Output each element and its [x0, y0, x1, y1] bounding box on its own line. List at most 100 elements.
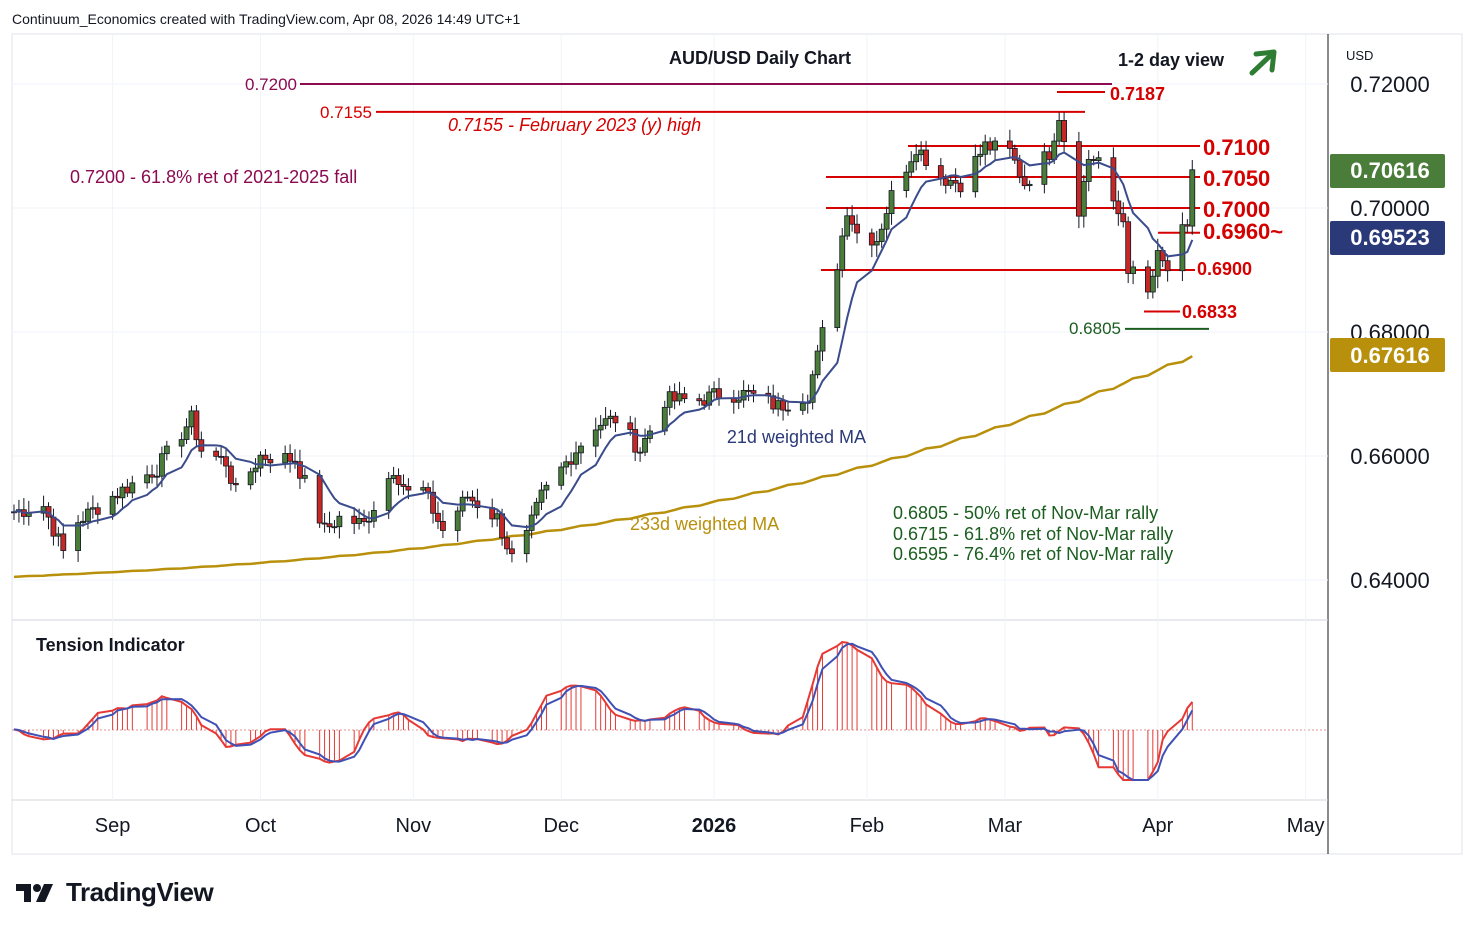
y-tick-label: 0.64000: [1350, 568, 1430, 593]
candle: [1145, 266, 1151, 293]
candle: [1090, 159, 1097, 161]
candle: [55, 533, 62, 537]
level-7187-label: 0.7187: [1110, 84, 1165, 104]
feb-high-note: 0.7155 - February 2023 (y) high: [448, 115, 701, 135]
candle: [267, 458, 274, 464]
candlesticks[interactable]: [11, 111, 1196, 563]
candle: [987, 141, 994, 151]
candle: [578, 445, 584, 454]
candle: [883, 213, 890, 230]
candle: [158, 453, 165, 477]
candle: [632, 429, 639, 453]
svg-text:0.69523: 0.69523: [1350, 225, 1430, 250]
candle: [903, 171, 910, 191]
x-tick-label: Mar: [988, 815, 1023, 837]
candle: [301, 475, 308, 479]
tradingview-logo[interactable]: TradingView: [16, 877, 214, 908]
candle: [854, 223, 860, 234]
svg-text:0.67616: 0.67616: [1350, 343, 1430, 368]
candle: [523, 529, 530, 555]
candle: [775, 400, 782, 410]
candle: [1115, 200, 1122, 215]
candle: [326, 523, 333, 528]
candle: [395, 475, 402, 485]
candle: [607, 415, 614, 420]
candle: [282, 453, 289, 464]
candle: [109, 495, 116, 515]
candle: [1164, 260, 1171, 272]
ma21-line: [13, 151, 1194, 529]
candle: [232, 483, 239, 486]
candle: [528, 514, 535, 531]
candle: [252, 467, 259, 473]
candle: [839, 235, 846, 271]
candle: [124, 486, 131, 494]
candle: [563, 461, 570, 468]
candle: [637, 451, 644, 454]
candle: [923, 149, 929, 166]
candle: [119, 486, 126, 499]
candle: [75, 522, 81, 551]
candle: [321, 522, 328, 525]
candle: [982, 141, 989, 155]
candle: [257, 454, 264, 469]
candle: [509, 548, 515, 555]
candle: [1041, 151, 1048, 185]
level-6805-label: 0.6805: [1069, 319, 1121, 338]
candle: [627, 422, 634, 430]
candle: [385, 478, 392, 511]
candle: [568, 461, 574, 465]
tension-line: [13, 640, 1194, 781]
candle: [844, 215, 851, 237]
candle: [809, 374, 816, 403]
view-label: 1-2 day view: [1118, 50, 1225, 70]
candle: [977, 153, 984, 157]
candle: [129, 482, 136, 494]
candle: [908, 161, 915, 173]
y-tick-label: 0.70000: [1350, 196, 1430, 221]
level-7000-label: 0.7000: [1203, 197, 1270, 222]
candle: [947, 180, 954, 186]
x-tick-label: Oct: [245, 815, 277, 837]
candle: [1080, 181, 1087, 217]
fib-fall-note: 0.7200 - 61.8% ret of 2021-2025 fall: [70, 167, 357, 187]
candle: [952, 180, 959, 184]
candle: [94, 507, 101, 515]
candle: [1021, 176, 1028, 187]
candle: [356, 518, 363, 524]
candle: [918, 149, 925, 156]
candle: [178, 439, 185, 447]
candle: [834, 269, 841, 328]
candle: [711, 388, 717, 393]
ma233-price-badge: 0.67616: [1330, 338, 1445, 372]
candle: [849, 215, 855, 225]
candle: [942, 178, 949, 186]
y-tick-label: 0.72000: [1350, 72, 1430, 97]
candle: [1154, 250, 1161, 277]
candle: [469, 496, 476, 502]
candle: [1075, 141, 1082, 217]
fib-50-note: 0.6805 - 50% ret of Nov-Mar rally: [893, 503, 1158, 523]
candle: [701, 400, 708, 406]
candle: [163, 445, 170, 455]
candle: [819, 327, 826, 352]
candle: [1130, 266, 1137, 274]
candle: [1095, 157, 1102, 161]
candle: [799, 402, 806, 411]
candle: [85, 508, 91, 522]
level-6833-label: 0.6833: [1182, 302, 1237, 322]
candle: [50, 516, 57, 537]
candle: [937, 165, 944, 180]
candle: [558, 466, 565, 486]
candle: [873, 241, 880, 246]
candle: [1184, 224, 1191, 227]
fib-764-note: 0.6595 - 76.4% ret of Nov-Mar rally: [893, 544, 1173, 564]
candle: [745, 390, 752, 392]
candle: [868, 232, 875, 246]
candle: [405, 486, 412, 491]
candle: [1056, 120, 1063, 142]
candle: [80, 520, 86, 524]
candle: [154, 475, 160, 478]
